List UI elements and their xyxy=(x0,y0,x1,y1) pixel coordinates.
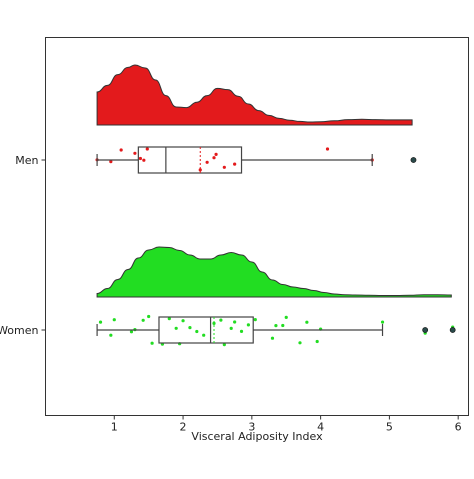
point-women-27 xyxy=(284,315,288,319)
point-men-8 xyxy=(205,160,209,164)
point-men-2 xyxy=(119,148,123,152)
point-women-1 xyxy=(109,333,113,337)
points-layer xyxy=(95,147,455,347)
point-men-11 xyxy=(222,165,226,169)
point-women-30 xyxy=(315,339,319,344)
density-layer xyxy=(96,64,452,298)
point-men-6 xyxy=(145,147,149,151)
point-men-3 xyxy=(133,151,137,155)
outlier-women-1 xyxy=(449,327,456,333)
x-tick-label-5: 5 xyxy=(386,421,393,434)
point-men-4 xyxy=(138,156,143,161)
point-women-0 xyxy=(98,320,103,324)
point-women-3 xyxy=(129,330,134,334)
y-tick-label-men: Men xyxy=(15,154,38,167)
point-women-18 xyxy=(222,343,226,347)
box-men xyxy=(137,146,243,174)
y-tick-label-women: Women xyxy=(0,324,39,337)
point-men-12 xyxy=(233,162,237,166)
point-women-20 xyxy=(233,320,237,324)
point-women-9 xyxy=(167,317,171,321)
point-women-15 xyxy=(202,333,206,337)
plot-frame xyxy=(45,37,469,416)
point-women-28 xyxy=(298,341,302,345)
point-women-25 xyxy=(274,324,278,328)
x-tick-label-1: 1 xyxy=(111,421,118,434)
outlier-women-0 xyxy=(422,327,429,333)
point-women-21 xyxy=(239,329,244,333)
density-men xyxy=(96,64,413,126)
x-tick-label-2: 2 xyxy=(180,421,187,434)
x-tick-label-4: 4 xyxy=(317,421,324,434)
point-women-5 xyxy=(141,318,145,322)
point-women-32 xyxy=(380,320,385,324)
point-men-13 xyxy=(325,147,330,151)
point-women-16 xyxy=(212,321,216,325)
density-women xyxy=(96,246,452,298)
point-women-7 xyxy=(150,341,154,345)
box-women xyxy=(158,316,254,344)
x-tick-label-6: 6 xyxy=(455,421,462,434)
point-women-17 xyxy=(219,318,223,322)
point-men-9 xyxy=(212,156,216,160)
outlier-men-0 xyxy=(410,157,417,163)
point-women-24 xyxy=(270,336,275,340)
point-women-26 xyxy=(281,323,285,328)
point-women-19 xyxy=(229,326,233,330)
point-women-23 xyxy=(253,318,257,322)
point-women-14 xyxy=(195,329,199,334)
point-men-5 xyxy=(142,158,146,162)
point-men-7 xyxy=(198,168,202,172)
x-axis-title: Visceral Adiposity Index xyxy=(191,430,323,443)
point-women-13 xyxy=(188,326,192,330)
point-women-2 xyxy=(112,318,116,322)
axes-layer: Men Women 1 2 3 4 5 6 xyxy=(0,154,462,434)
point-men-1 xyxy=(109,160,113,164)
point-women-10 xyxy=(174,326,178,330)
point-women-29 xyxy=(305,320,309,324)
box-layer xyxy=(96,146,456,344)
point-men-10 xyxy=(214,152,218,156)
point-women-12 xyxy=(181,319,185,323)
point-women-22 xyxy=(246,323,251,327)
point-women-6 xyxy=(147,314,151,319)
x-tick-label-3: 3 xyxy=(248,421,255,434)
